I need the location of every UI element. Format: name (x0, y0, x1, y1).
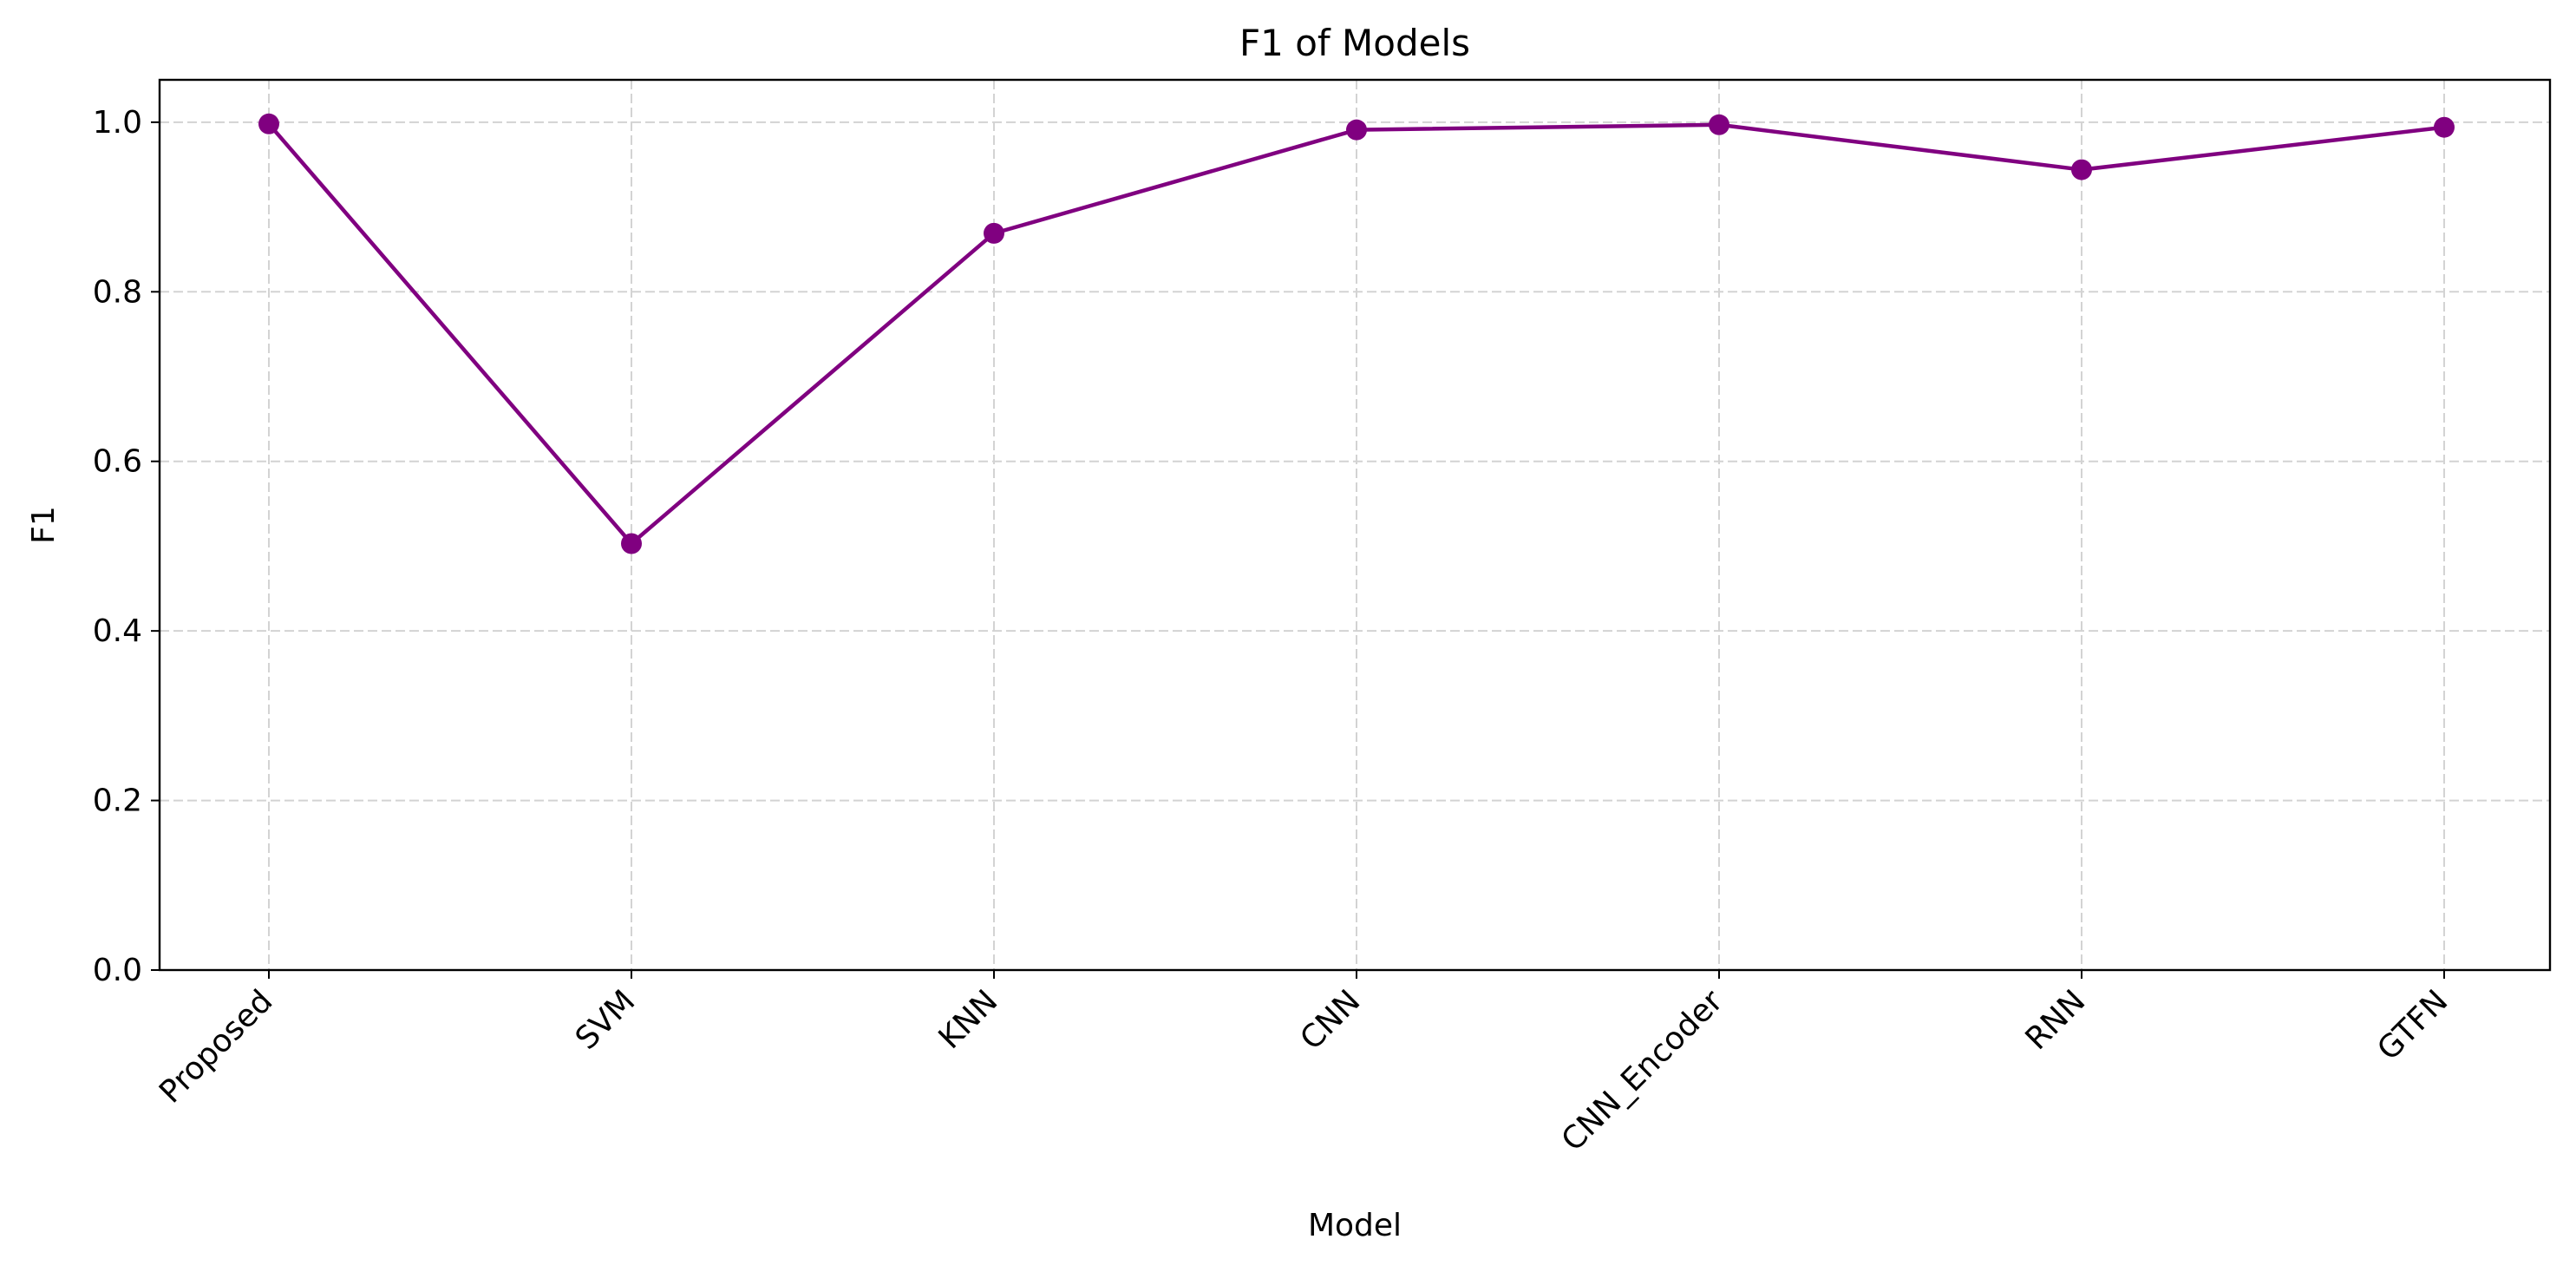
y-tick-labels: 0.0 0.2 0.4 0.6 0.8 1.0 (93, 105, 142, 988)
x-tick-labels: Proposed SVM KNN CNN CNN_Encoder RNN GTFN (153, 983, 2455, 1158)
x-tick-label: CNN_Encoder (1555, 983, 1730, 1158)
y-tick-label: 0.8 (93, 274, 142, 310)
y-tick-label: 1.0 (93, 105, 142, 141)
y-tick-label: 0.0 (93, 953, 142, 988)
plot-frame (158, 78, 2552, 972)
x-tick-label: SVM (569, 983, 643, 1057)
y-axis-label: F1 (26, 506, 62, 544)
x-tick-label: RNN (2019, 983, 2093, 1057)
data-point (2071, 159, 2092, 180)
series-f1 (258, 113, 2455, 554)
data-point (258, 113, 279, 134)
data-point (984, 222, 1004, 244)
x-tick-label: KNN (932, 983, 1005, 1056)
x-tick-label: GTFN (2370, 983, 2455, 1067)
data-point (1346, 119, 1367, 141)
y-tick-label: 0.6 (93, 444, 142, 480)
axis-ticks (151, 121, 2445, 979)
x-tick-label: Proposed (153, 983, 279, 1110)
data-point (1709, 114, 1729, 135)
x-tick-label: CNN (1294, 983, 1368, 1057)
grid-lines (160, 80, 2550, 971)
y-tick-label: 0.2 (93, 784, 142, 819)
y-tick-label: 0.4 (93, 613, 142, 649)
data-point (2434, 116, 2455, 138)
x-axis-label: Model (1308, 1208, 1402, 1243)
chart-title: F1 of Models (1239, 22, 1470, 64)
data-point (621, 533, 642, 554)
